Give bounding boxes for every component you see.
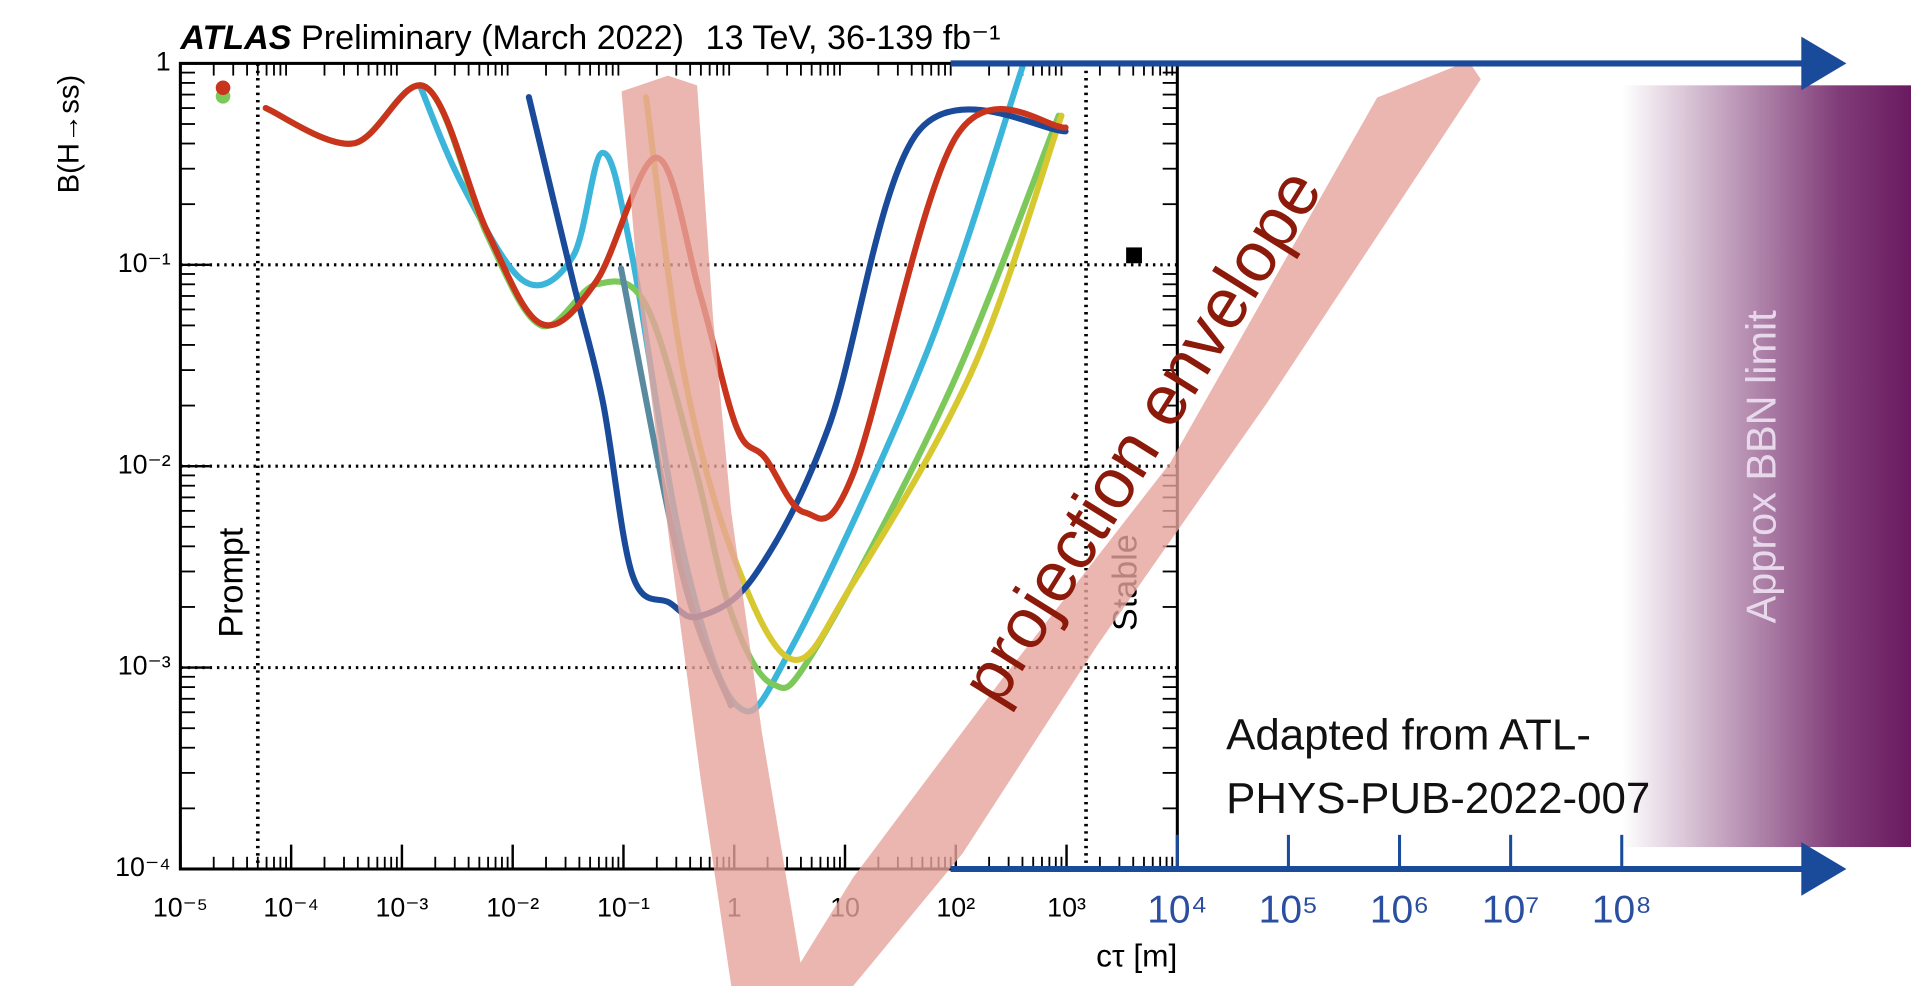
x-tick-label: 10⁴ <box>1147 889 1207 932</box>
title-energy: 13 TeV, 36-139 fb⁻¹ <box>706 19 1001 57</box>
x-tick-label: 10⁻⁴ <box>263 893 318 923</box>
x-axis-label: cτ [m] <box>1096 937 1177 973</box>
bbn-region <box>1621 85 1911 848</box>
x-tick-label: 10⁶ <box>1370 889 1429 932</box>
bbn-label: Approx BBN limit <box>1738 310 1785 624</box>
x-tick-label: 10⁸ <box>1592 889 1652 932</box>
x-tick-label: 10³ <box>1047 893 1086 923</box>
title-status: Preliminary <box>301 19 472 57</box>
envelope-left-arm <box>621 75 805 986</box>
chart-title: ATLAS Preliminary (March 2022) 13 TeV, 3… <box>179 19 1000 57</box>
y-axis-label: B(H→ss) <box>53 75 85 194</box>
x-tick-label: 10⁷ <box>1482 889 1540 932</box>
source-note: Adapted from ATL- <box>1226 711 1591 760</box>
x-tick-label: 10⁵ <box>1259 889 1319 932</box>
x-tick-label: 10⁻¹ <box>597 893 650 923</box>
arrow-head <box>1801 36 1847 91</box>
arrow-head <box>1801 842 1847 896</box>
envelope-label: projection envelope <box>945 155 1337 717</box>
axis-extension: 10⁴ 10⁵ 10⁶ 10⁷ 10⁸ <box>1147 834 1652 932</box>
title-date: (March 2022) <box>481 19 684 57</box>
y-tick-label: 10⁻⁴ <box>115 852 170 882</box>
marker <box>215 80 231 96</box>
title-experiment: ATLAS <box>179 19 291 57</box>
x-tick-label: 10⁻² <box>486 893 539 923</box>
x-tick-label: 10⁻⁵ <box>153 893 208 923</box>
y-tick-label: 1 <box>156 46 171 76</box>
source-note: PHYS-PUB-2022-007 <box>1226 774 1650 823</box>
y-tick-label: 10⁻² <box>118 449 171 479</box>
y-tick-label: 10⁻¹ <box>118 248 171 278</box>
x-tick-label: 10² <box>936 893 975 923</box>
boundary-label: Prompt <box>212 527 250 637</box>
x-tick-label: 10⁻³ <box>375 893 428 923</box>
envelope-right-arm <box>786 60 1481 986</box>
marker <box>1126 247 1142 264</box>
y-tick-label: 10⁻³ <box>118 651 171 681</box>
axis-extension-arrows <box>950 36 1847 896</box>
projection-envelope <box>621 60 1481 986</box>
